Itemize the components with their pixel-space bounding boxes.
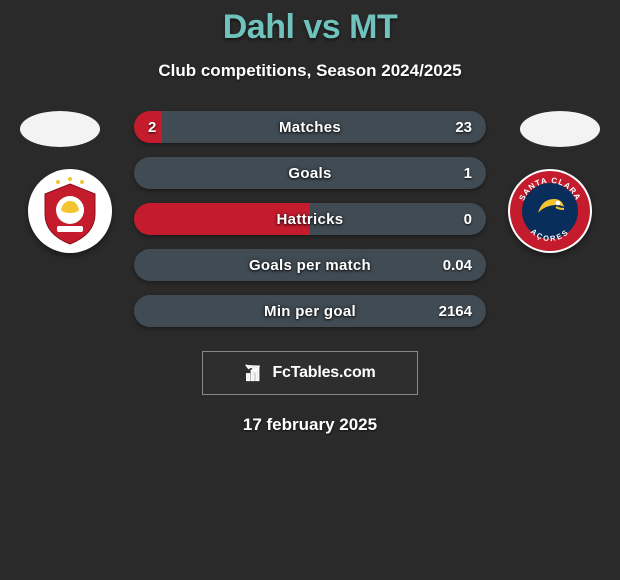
stat-bar: Matches2 23 (134, 111, 486, 143)
date-label: 17 february 2025 (0, 415, 620, 435)
stat-label: Goals per match (134, 249, 486, 281)
subtitle: Club competitions, Season 2024/2025 (0, 61, 620, 81)
barchart-icon (244, 362, 266, 384)
stat-value-left: 2 (148, 111, 156, 143)
club-crest-right: SANTA CLARA AÇORES (508, 169, 592, 253)
player-avatar-left (20, 111, 100, 147)
brand-label: FcTables.com (272, 364, 375, 382)
stat-label: Min per goal (134, 295, 486, 327)
stat-bar: Goals1 (134, 157, 486, 189)
widget-container: Dahl vs MT Club competitions, Season 202… (0, 0, 620, 580)
stat-value-right: 2164 (439, 295, 472, 327)
stat-bar: Goals per match0.04 (134, 249, 486, 281)
player-avatar-right (520, 111, 600, 147)
comparison-content: SANTA CLARA AÇORES Matches2 23 Goals1 Hattr… (0, 111, 620, 341)
stat-label: Matches (134, 111, 486, 143)
stat-value-right: 0 (464, 203, 472, 235)
stat-label: Goals (134, 157, 486, 189)
santaclara-crest-icon: SANTA CLARA AÇORES (508, 169, 592, 253)
stat-value-right: 0.04 (443, 249, 472, 281)
stat-value-right: 23 (455, 111, 472, 143)
brand-box[interactable]: FcTables.com (202, 351, 418, 395)
page-title: Dahl vs MT (0, 8, 620, 47)
stat-bar: Hattricks0 (134, 203, 486, 235)
stat-label: Hattricks (134, 203, 486, 235)
stat-value-right: 1 (464, 157, 472, 189)
club-crest-left (28, 169, 112, 253)
stat-bars: Matches2 23 Goals1 Hattricks0 Goals per matc… (134, 111, 486, 341)
benfica-crest-icon (33, 174, 107, 248)
stat-bar: Min per goal2164 (134, 295, 486, 327)
